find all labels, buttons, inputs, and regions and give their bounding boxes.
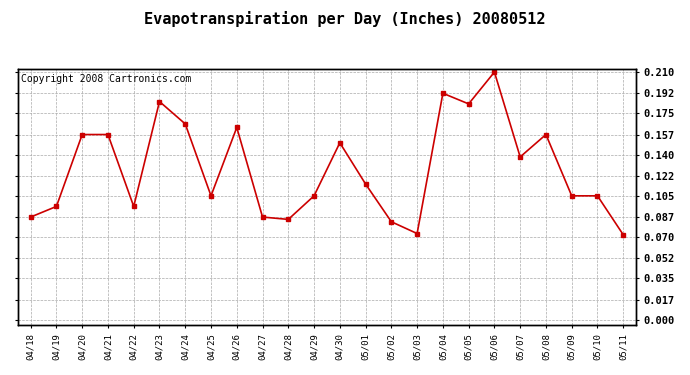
Text: Evapotranspiration per Day (Inches) 20080512: Evapotranspiration per Day (Inches) 2008…: [144, 11, 546, 27]
Text: Copyright 2008 Cartronics.com: Copyright 2008 Cartronics.com: [21, 74, 191, 84]
